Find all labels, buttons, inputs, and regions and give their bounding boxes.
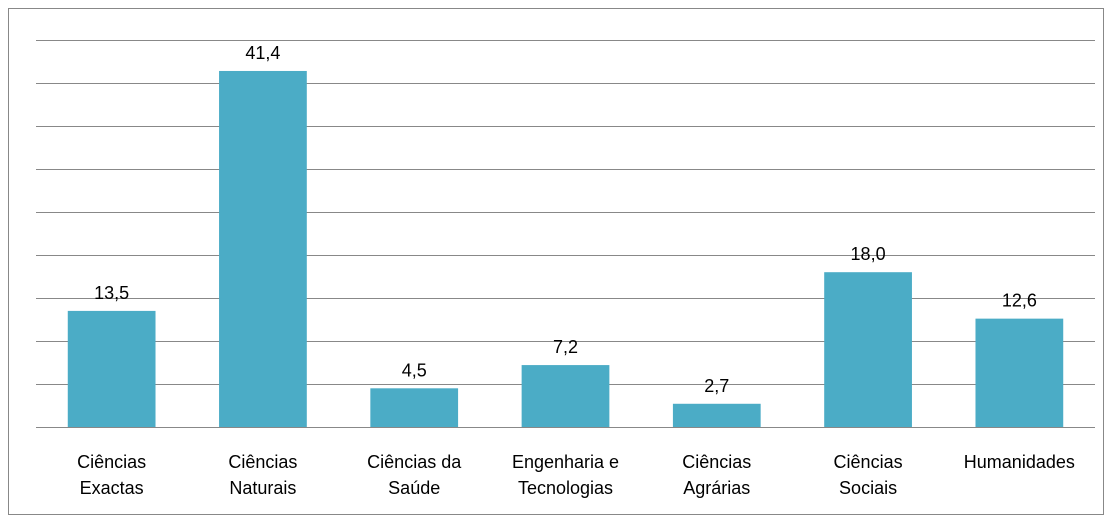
bar: [521, 365, 610, 427]
x-tick-label: Humanidades: [963, 452, 1075, 472]
data-label: 4,5: [402, 360, 427, 380]
data-label: 18,0: [851, 244, 886, 264]
x-tick-label: Ciências Exactas: [77, 452, 147, 498]
bar: [672, 403, 761, 427]
data-label: 13,5: [94, 283, 129, 303]
bar: [370, 388, 459, 427]
data-label: 41,4: [245, 43, 280, 63]
x-tick-label: Ciências Sociais: [833, 452, 903, 498]
data-label: 2,7: [704, 376, 729, 396]
bar: [67, 310, 156, 427]
x-tick-label: Ciências da Saúde: [367, 452, 462, 498]
x-tick-label: Engenharia e Tecnologias: [511, 452, 620, 498]
x-tick-label: Ciências Naturais: [228, 452, 298, 498]
data-label: 12,6: [1002, 291, 1037, 311]
bar: [219, 70, 307, 428]
chart-border: [8, 8, 1104, 515]
bar: [975, 318, 1064, 427]
x-tick-label: Ciências Agrárias: [682, 452, 752, 498]
data-label: 7,2: [553, 337, 578, 357]
bar: [824, 272, 912, 427]
